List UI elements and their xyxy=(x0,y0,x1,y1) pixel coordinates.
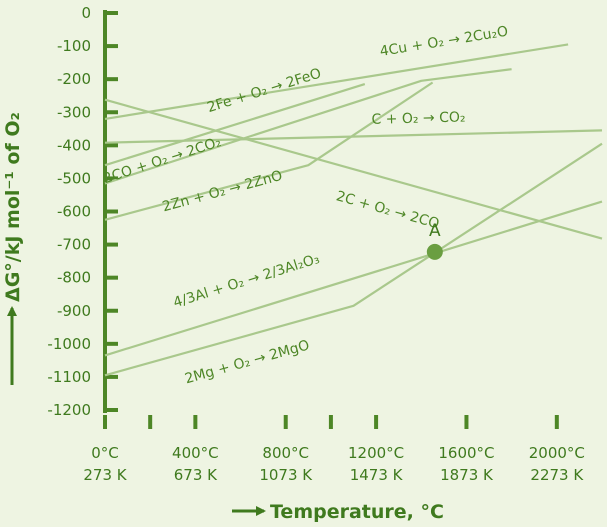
series-label: 2Mg + O₂ → 2MgO xyxy=(183,337,311,387)
axes-group: 0 -100 -200 -300 -400 -500 -600 -700 -800 -900 -10… xyxy=(47,4,584,484)
point-a-label: A xyxy=(429,221,441,241)
x-tick-label-celsius: 400°C xyxy=(172,444,219,462)
series-line xyxy=(104,81,434,221)
x-tick-label-kelvin: 673 K xyxy=(174,466,218,484)
x-tick-label-kelvin: 1873 K xyxy=(440,466,494,484)
series-line xyxy=(104,200,603,357)
series-label: 2C + O₂ → 2CO xyxy=(334,188,441,232)
y-tick-label: -100 xyxy=(57,37,91,55)
annotation-group: A xyxy=(426,221,443,260)
x-tick-label-celsius: 800°C xyxy=(262,444,309,462)
axis-title-group: Temperature, °C ΔG°/kJ mol⁻¹ of O₂ xyxy=(2,112,444,523)
series-label: C + O₂ → CO₂ xyxy=(371,110,465,128)
y-tick-label: -600 xyxy=(57,203,91,221)
y-tick-label: -200 xyxy=(57,70,91,88)
series-line xyxy=(104,68,512,185)
y-tick-label: -300 xyxy=(57,103,91,121)
series-line xyxy=(104,98,603,240)
y-tick-label: -700 xyxy=(57,236,91,254)
series-line xyxy=(104,129,603,144)
x-tick-label-kelvin: 2273 K xyxy=(530,466,584,484)
x-tick-label-celsius: 1600°C xyxy=(438,444,494,462)
y-tick-label: -500 xyxy=(57,169,91,187)
y-tick-label: 0 xyxy=(81,4,91,22)
y-tick-label: -900 xyxy=(57,302,91,320)
series-line xyxy=(104,43,569,120)
y-tick-label: -800 xyxy=(57,269,91,287)
x-axis-title: Temperature, °C xyxy=(270,501,444,523)
y-tick-label: -1200 xyxy=(47,401,91,419)
x-tick-label-kelvin: 1473 K xyxy=(350,466,404,484)
series-line xyxy=(104,83,366,167)
y-tick-label: -1000 xyxy=(47,335,91,353)
series-label: 4Cu + O₂ → 2Cu₂O xyxy=(379,24,510,60)
point-a-marker xyxy=(426,243,443,260)
series-label: 2Zn + O₂ → 2ZnO xyxy=(161,168,285,216)
x-tick-label-celsius: 0°C xyxy=(91,444,119,462)
y-tick-label: -1100 xyxy=(47,368,91,386)
series-label: 4/3Al + O₂ → 2/3Al₂O₃ xyxy=(171,251,321,311)
series-label: 2Fe + O₂ → 2FeO xyxy=(205,65,323,116)
series-line xyxy=(104,142,603,377)
x-tick-label-celsius: 1200°C xyxy=(348,444,404,462)
x-tick-label-kelvin: 273 K xyxy=(83,466,127,484)
series-group xyxy=(104,43,603,377)
x-tick-label-kelvin: 1073 K xyxy=(259,466,313,484)
y-axis-title: ΔG°/kJ mol⁻¹ of O₂ xyxy=(2,112,24,302)
x-tick-label-celsius: 2000°C xyxy=(529,444,585,462)
y-tick-label: -400 xyxy=(57,136,91,154)
